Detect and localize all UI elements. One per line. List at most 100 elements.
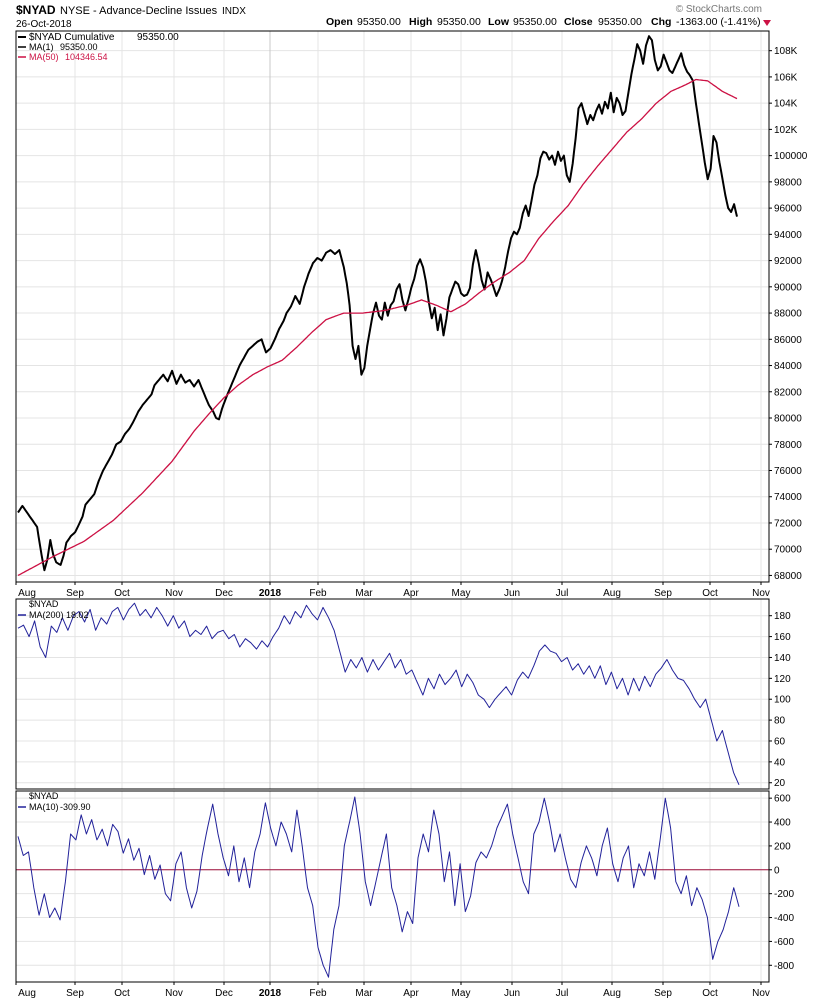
low-value: 95350.00 [513, 16, 557, 28]
breadth-panel: 20 40 60 80 100 120 140 160 180 [15, 598, 791, 790]
x-tick-label: Aug [18, 588, 36, 599]
symbol-description: NYSE - Advance-Decline Issues [60, 5, 218, 17]
y-tick-label: 160 [774, 632, 791, 643]
main-panel: 68000 70000 72000 74000 76000 78000 80000 82000… [15, 30, 808, 599]
chg-label: Chg [651, 16, 671, 28]
x-tick-label: Oct [702, 588, 718, 599]
x-tick-label: Nov [752, 988, 770, 999]
y-tick-label: 80000 [774, 414, 802, 425]
y-tick-label: -200 [774, 889, 794, 900]
legend-ma50-value: 104346.54 [65, 52, 108, 62]
y-tick-label: 180 [774, 611, 791, 622]
x-tick-label: Sep [66, 588, 84, 599]
y-tick-label: 140 [774, 653, 791, 664]
y-tick-label: 100000 [774, 151, 808, 162]
x-tick-label: May [452, 588, 471, 599]
y-tick-label: 94000 [774, 230, 802, 241]
y-tick-label: 70000 [774, 545, 802, 556]
y-tick-label: 92000 [774, 256, 802, 267]
high-label: High [409, 16, 432, 28]
y-tick-label: 84000 [774, 361, 802, 372]
watermark: © StockCharts.com [676, 4, 762, 15]
oscillator-panel: -800 -600 -400 -200 0 200 400 600 Aug Sep Oct Nov De… [15, 790, 794, 999]
x-tick-label: Nov [165, 588, 183, 599]
x-tick-label: Oct [702, 988, 718, 999]
x-tick-label: Oct [114, 988, 130, 999]
panel-frame [15, 598, 770, 790]
chart-header: $NYAD NYSE - Advance-Decline Issues INDX… [16, 3, 771, 30]
close-value: 95350.00 [598, 16, 642, 28]
series-line-nyad-cumulative [17, 35, 738, 572]
exchange-label: INDX [222, 6, 246, 17]
x-tick-label: Aug [603, 588, 621, 599]
x-tick-label: Sep [654, 988, 672, 999]
series-line-ma-50 [17, 78, 738, 576]
main-legend: $NYAD Cumulative 95350.00 MA(1) 95350.00… [18, 32, 179, 62]
legend-ma50-name: MA(50) [29, 52, 59, 62]
close-label: Close [564, 16, 593, 28]
open-label: Open [326, 16, 353, 28]
legend-cumulative-value: 95350.00 [137, 32, 179, 43]
breadth-legend: $NYAD MA(200) 18.02 [18, 599, 89, 620]
legend-cumulative-name: $NYAD Cumulative [29, 32, 115, 43]
y-tick-label: 40 [774, 757, 786, 768]
y-tick-label: 102K [774, 125, 798, 136]
x-tick-label: Oct [114, 588, 130, 599]
y-tick-label: 200 [774, 841, 791, 852]
date-label: 26-Oct-2018 [16, 19, 72, 30]
legend-ma10-name: MA(10) [29, 802, 59, 812]
x-tick-label: 2018 [259, 588, 282, 599]
x-tick-label: Mar [355, 988, 373, 999]
x-tick-label: 2018 [259, 988, 282, 999]
y-tick-label: 78000 [774, 440, 802, 451]
y-tick-label: -400 [774, 913, 794, 924]
x-tick-label: Jun [504, 988, 520, 999]
x-tick-label: Aug [603, 988, 621, 999]
legend-ma1-value: 95350.00 [60, 42, 98, 52]
legend-ma200-name: MA(200) [29, 610, 64, 620]
y-tick-label: 108K [774, 46, 798, 57]
y-tick-label: 88000 [774, 309, 802, 320]
y-tick-label: 80 [774, 716, 786, 727]
x-tick-label: Feb [309, 988, 327, 999]
y-tick-label: 20 [774, 778, 786, 789]
y-tick-label: 72000 [774, 518, 802, 529]
y-tick-label: 90000 [774, 282, 802, 293]
x-tick-label: Dec [215, 988, 233, 999]
x-tick-label: May [452, 988, 471, 999]
symbol-label: $NYAD [16, 3, 56, 17]
x-tick-label: Sep [654, 588, 672, 599]
y-tick-label: 0 [774, 865, 780, 876]
y-tick-label: 600 [774, 794, 791, 805]
y-tick-label: 74000 [774, 492, 802, 503]
y-tick-label: 86000 [774, 335, 802, 346]
legend-ma1-name: MA(1) [29, 42, 54, 52]
x-tick-label: Feb [309, 588, 327, 599]
x-tick-label: Apr [403, 588, 419, 599]
y-tick-label: 76000 [774, 466, 802, 477]
series-line-ma-10 [17, 796, 740, 978]
x-tick-label: Aug [18, 988, 36, 999]
y-tick-label: 400 [774, 818, 791, 829]
x-tick-label: Jul [556, 588, 569, 599]
x-tick-label: Nov [752, 588, 770, 599]
legend-ma200-value: 18.02 [66, 610, 89, 620]
x-tick-label: Dec [215, 588, 233, 599]
series-line-ma-200 [17, 602, 740, 786]
y-tick-label: -600 [774, 937, 794, 948]
high-value: 95350.00 [437, 16, 481, 28]
x-tick-label: Nov [165, 988, 183, 999]
low-label: Low [488, 16, 510, 28]
open-value: 95350.00 [357, 16, 401, 28]
y-tick-label: 82000 [774, 387, 802, 398]
y-tick-label: 106K [774, 72, 798, 83]
y-tick-label: -800 [774, 961, 794, 972]
legend-ma10-value: -309.90 [60, 802, 91, 812]
y-tick-label: 60 [774, 736, 786, 747]
x-tick-label: Sep [66, 988, 84, 999]
oscillator-legend: $NYAD MA(10) -309.90 [18, 791, 91, 812]
y-tick-label: 68000 [774, 571, 802, 582]
breadth-legend-symbol: $NYAD [29, 599, 59, 609]
x-tick-label: Jul [556, 988, 569, 999]
